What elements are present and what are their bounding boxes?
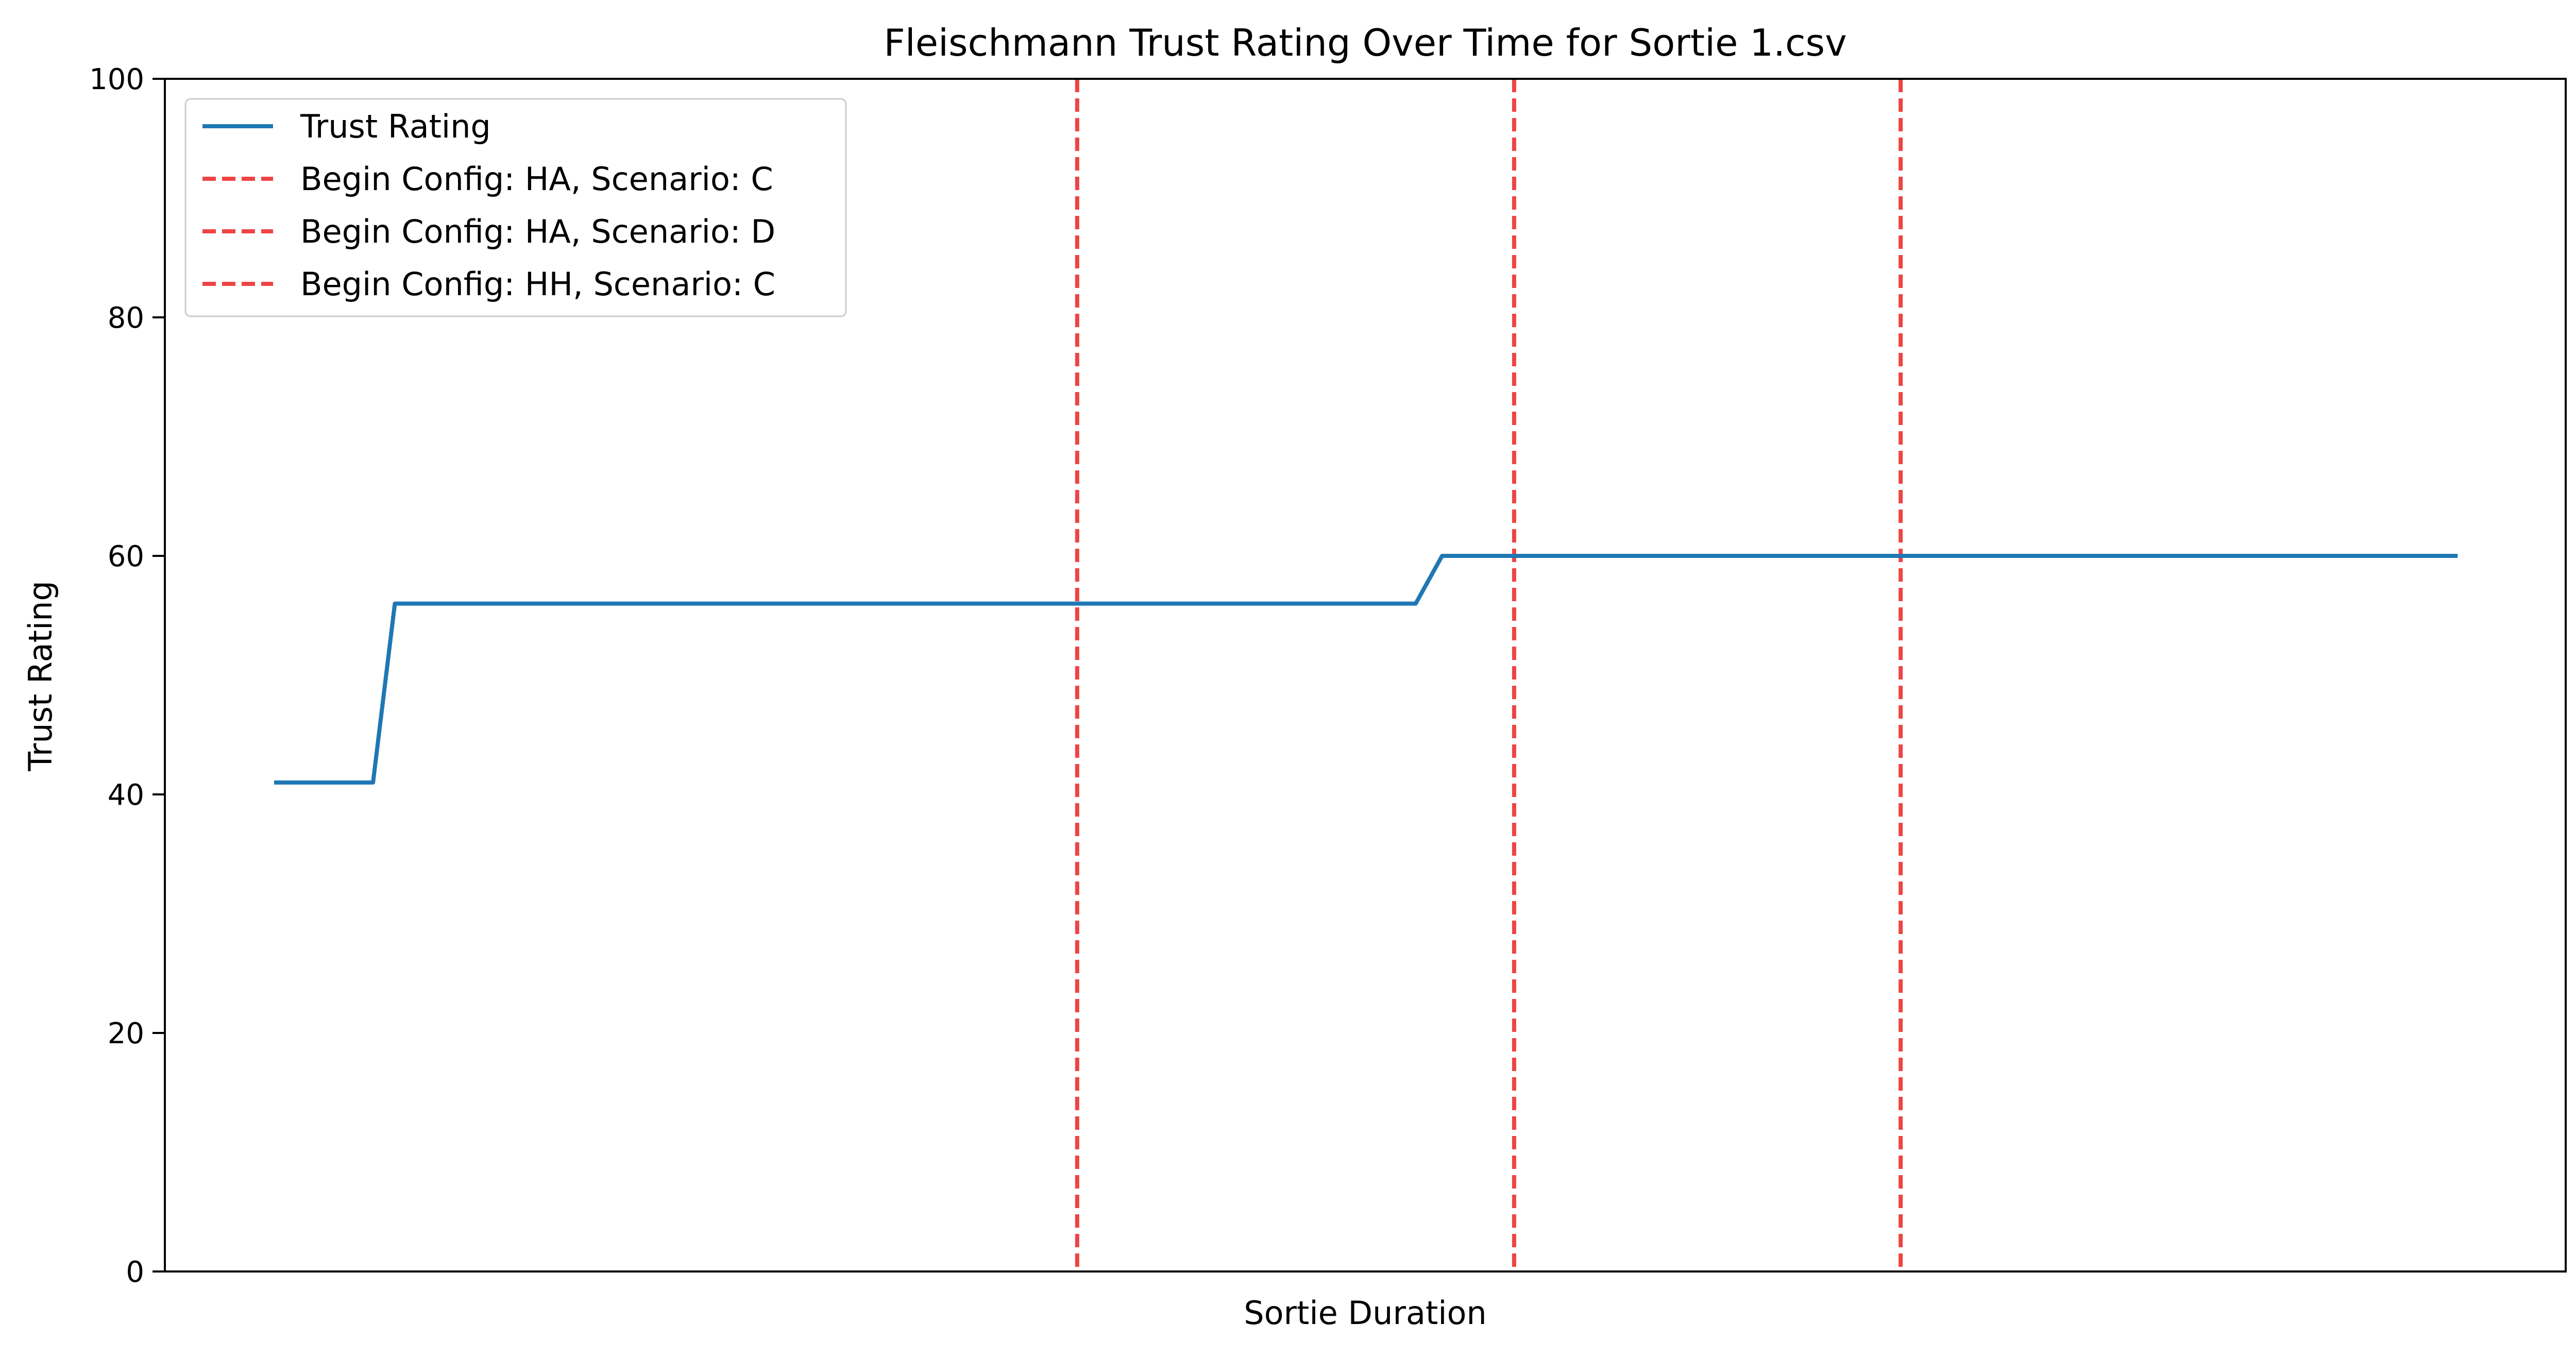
legend-box <box>184 98 847 317</box>
plot-lines <box>274 79 2458 1271</box>
legend-label-3: Begin Config: HA, Scenario: D <box>300 213 775 250</box>
series-line-trust-rating <box>274 554 2458 785</box>
x-axis-label: Sortie Duration <box>1244 1294 1486 1332</box>
legend-label-1: Trust Rating <box>300 108 491 145</box>
legend-items: Trust Rating Begin Config: HA, Scenario: … <box>202 108 775 303</box>
legend-label-2: Begin Config: HA, Scenario: C <box>300 160 773 198</box>
y-axis-label: Trust Rating <box>22 581 59 772</box>
legend-label-4: Begin Config: HH, Scenario: C <box>300 265 775 303</box>
y-axis-ticks: 0 20 40 60 80 100 <box>89 63 165 1289</box>
y-tick-label: 0 <box>126 1256 144 1289</box>
plot-frame <box>164 78 2567 1273</box>
chart-title: Fleischmann Trust Rating Over Time for S… <box>884 21 1846 64</box>
y-tick-label: 20 <box>108 1017 144 1050</box>
y-tick-label: 60 <box>108 540 144 573</box>
y-tick-label: 80 <box>108 301 144 335</box>
y-tick-label: 100 <box>89 63 144 96</box>
y-tick-label: 40 <box>108 778 144 812</box>
legend: Trust Rating Begin Config: HA, Scenario: … <box>184 98 847 317</box>
